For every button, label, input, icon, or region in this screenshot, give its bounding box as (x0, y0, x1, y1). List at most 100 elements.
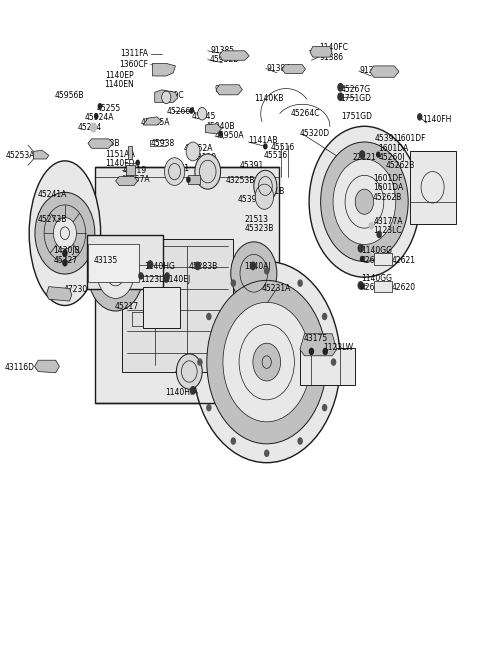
Circle shape (194, 261, 201, 271)
Circle shape (360, 256, 364, 262)
Text: 1430JB: 1430JB (53, 246, 80, 255)
Bar (373, 281, 392, 292)
Text: 42620: 42620 (391, 284, 415, 292)
Text: 42626: 42626 (361, 284, 385, 292)
Text: 45932B: 45932B (210, 55, 240, 64)
Text: 22121: 22121 (353, 153, 377, 162)
Text: 45254: 45254 (78, 123, 102, 132)
Text: 1360CF: 1360CF (119, 60, 148, 69)
Bar (88, 244, 139, 282)
Circle shape (298, 279, 303, 287)
Text: 1311FA: 1311FA (120, 50, 148, 58)
Circle shape (53, 217, 76, 249)
Circle shape (90, 122, 97, 132)
Text: 45391: 45391 (238, 195, 262, 204)
Bar (409, 151, 456, 224)
Circle shape (322, 312, 327, 320)
Circle shape (298, 438, 303, 445)
Polygon shape (310, 47, 332, 57)
Text: 1140FH: 1140FH (422, 115, 451, 124)
Polygon shape (143, 117, 162, 125)
Circle shape (186, 177, 191, 183)
Text: 1140AJ: 1140AJ (245, 262, 271, 271)
Bar (87, 235, 163, 288)
Text: 45952A: 45952A (184, 144, 213, 153)
Circle shape (264, 449, 269, 457)
Text: 45938: 45938 (150, 139, 174, 148)
Text: 1601DA: 1601DA (378, 144, 408, 153)
Circle shape (309, 126, 420, 277)
Bar (129, 147, 132, 159)
Text: 45945: 45945 (192, 112, 216, 121)
Circle shape (162, 91, 171, 103)
Circle shape (333, 159, 396, 244)
Text: 91386: 91386 (319, 52, 343, 62)
Circle shape (198, 107, 207, 120)
Circle shape (322, 404, 327, 411)
Text: 91495: 91495 (215, 85, 239, 94)
Text: 42621: 42621 (391, 255, 415, 265)
Text: 1751GD: 1751GD (340, 94, 372, 103)
Circle shape (62, 250, 68, 257)
Text: 45253A: 45253A (5, 151, 35, 160)
Text: 45271: 45271 (165, 164, 190, 173)
Text: 1140EJ: 1140EJ (164, 274, 190, 284)
Text: 45924A: 45924A (84, 113, 114, 122)
Circle shape (62, 259, 68, 267)
Polygon shape (88, 139, 113, 148)
Text: 1601DF: 1601DF (396, 134, 426, 143)
Text: 42626: 42626 (361, 255, 385, 265)
Text: 45957A: 45957A (120, 176, 150, 184)
Text: 45950A: 45950A (215, 131, 244, 140)
Circle shape (230, 438, 236, 445)
Circle shape (359, 150, 365, 159)
Polygon shape (300, 334, 337, 356)
Text: 1140HG: 1140HG (144, 262, 176, 271)
Text: 43135: 43135 (94, 256, 118, 265)
Text: 43171B: 43171B (255, 187, 285, 196)
Text: 1140EN: 1140EN (104, 80, 134, 88)
Text: 45323B: 45323B (245, 223, 274, 233)
Ellipse shape (29, 161, 101, 305)
Text: 45241A: 45241A (37, 190, 67, 198)
Circle shape (331, 358, 336, 366)
Polygon shape (35, 360, 60, 373)
Circle shape (88, 236, 143, 311)
Circle shape (358, 281, 364, 290)
Circle shape (255, 184, 274, 210)
Polygon shape (34, 150, 49, 159)
Bar (300, 348, 355, 385)
Circle shape (206, 404, 212, 411)
Text: 43253B: 43253B (225, 176, 254, 185)
Bar (373, 253, 392, 265)
Text: 45516: 45516 (271, 143, 295, 151)
Circle shape (253, 343, 280, 381)
Circle shape (360, 284, 364, 290)
Text: 1141AB: 1141AB (248, 136, 278, 145)
Text: 45516: 45516 (264, 151, 288, 160)
Text: 91385: 91385 (210, 47, 234, 55)
Circle shape (190, 386, 196, 395)
Text: 1140GG: 1140GG (361, 246, 392, 255)
Text: 1123LW: 1123LW (323, 343, 353, 352)
Text: 91387: 91387 (360, 66, 384, 75)
Circle shape (309, 348, 314, 355)
Polygon shape (47, 287, 72, 301)
Circle shape (218, 131, 223, 137)
Text: 1140HF: 1140HF (165, 388, 195, 398)
Text: 1751GD: 1751GD (341, 112, 372, 121)
Circle shape (264, 267, 269, 274)
Text: 45933B: 45933B (90, 139, 120, 148)
Circle shape (94, 113, 98, 119)
Polygon shape (370, 66, 399, 77)
Text: 1140FC: 1140FC (319, 43, 348, 52)
Circle shape (355, 189, 373, 214)
Circle shape (337, 92, 344, 101)
Text: 45925A: 45925A (141, 118, 170, 127)
Circle shape (189, 107, 194, 114)
Circle shape (323, 348, 328, 355)
Bar (95, 167, 279, 403)
Text: 45219: 45219 (122, 166, 146, 175)
Bar (143, 287, 180, 328)
Text: 45264C: 45264C (291, 109, 320, 118)
